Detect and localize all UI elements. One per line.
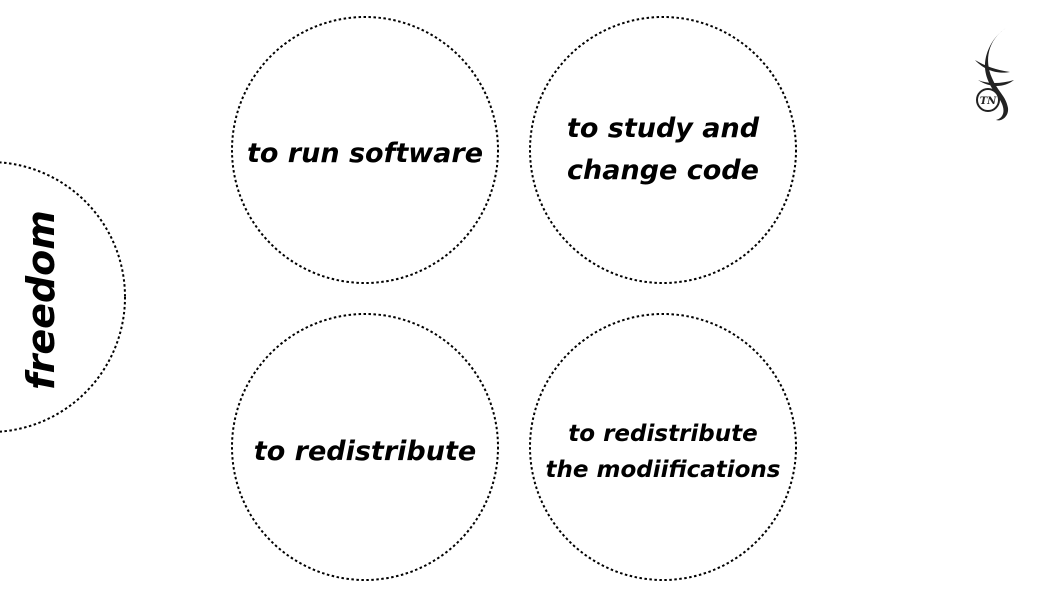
node-label: to run software [247, 138, 483, 169]
node-line: to study and [567, 113, 760, 144]
node-line: to redistribute [568, 421, 757, 447]
node-circle [231, 16, 499, 284]
node-label: to redistribute the modiifications [546, 421, 781, 483]
center-circle [0, 161, 126, 433]
logo: TN [975, 28, 1014, 121]
node-circle [231, 313, 499, 581]
node-label: to study and change code [567, 113, 760, 186]
center-label: freedom [19, 210, 63, 390]
logo-text: TN [980, 96, 997, 107]
node-label: to redistribute [254, 436, 476, 467]
node-circle [529, 313, 797, 581]
node-line: the modiifications [546, 457, 781, 483]
node-line: to redistribute [254, 436, 476, 467]
node-line: change code [567, 155, 759, 186]
node-circle [529, 16, 797, 284]
node-line: to run software [247, 138, 483, 169]
